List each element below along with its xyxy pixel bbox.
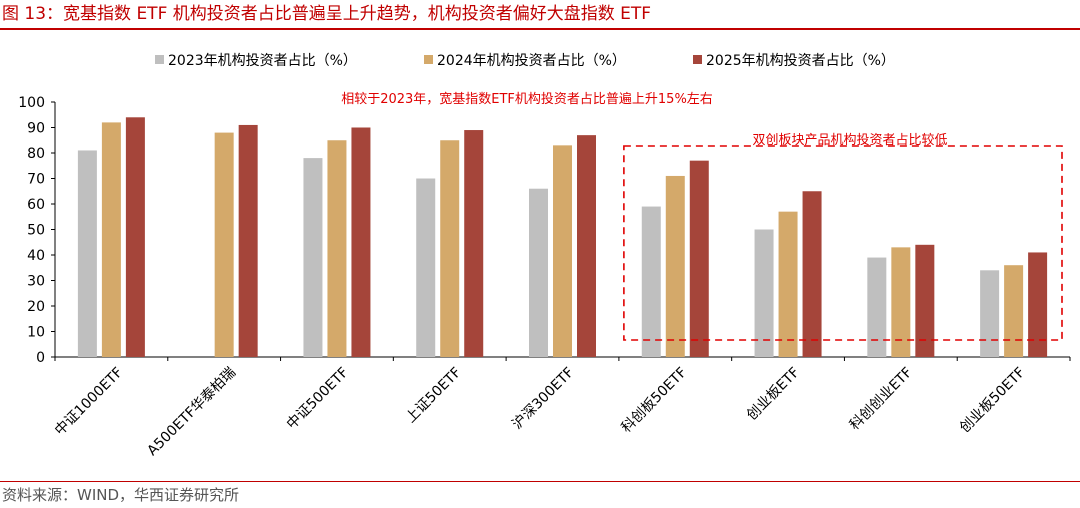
annotation-dual-innovation: 双创板块产品机构投资者占比较低 <box>752 132 947 148</box>
y-tick-label: 50 <box>27 223 45 239</box>
bar-2024 <box>665 175 685 357</box>
y-tick-label: 30 <box>27 274 45 290</box>
category-label: 科创创业ETF <box>847 365 916 434</box>
category-label: 沪深300ETF <box>509 365 577 433</box>
legend-label-2024: 2024年机构投资者占比（%） <box>437 53 626 69</box>
category-label: 科创板50ETF <box>619 365 691 437</box>
category-label: 中证500ETF <box>284 365 352 433</box>
bar-2023 <box>641 206 661 357</box>
bar-2025 <box>125 117 145 357</box>
bar-2024 <box>1004 265 1024 357</box>
bar-2024 <box>214 132 234 357</box>
y-tick-label: 90 <box>27 121 45 137</box>
bar-2025 <box>802 191 822 357</box>
footer-divider <box>0 481 1080 482</box>
bar-2024 <box>440 140 460 357</box>
bar-2025 <box>689 160 709 357</box>
bar-2025 <box>351 127 371 357</box>
bar-2023 <box>529 188 548 357</box>
figure-title: 图 13：宽基指数 ETF 机构投资者占比普遍呈上升趋势，机构投资者偏好大盘指数… <box>2 4 652 24</box>
bar-2024 <box>327 140 347 357</box>
bar-2025 <box>1028 252 1048 357</box>
bar-2025 <box>238 124 258 357</box>
bar-2023 <box>77 150 97 357</box>
y-tick-label: 40 <box>27 248 45 264</box>
bar-2023 <box>867 257 887 357</box>
annotation-dashed-box <box>623 145 1063 341</box>
y-tick-label: 80 <box>27 146 45 162</box>
bar-2023 <box>754 229 774 357</box>
legend-swatch-2025 <box>693 55 702 64</box>
bar-2025 <box>577 135 596 357</box>
bar-2025 <box>464 130 484 357</box>
legend-label-2023: 2023年机构投资者占比（%） <box>168 53 357 69</box>
bar-2023 <box>980 270 1000 357</box>
bar-chart: 2023年机构投资者占比（%） 2024年机构投资者占比（%） 2025年机构投资者… <box>18 53 1071 460</box>
legend-swatch-2023 <box>155 55 164 64</box>
bar-2023 <box>303 158 323 357</box>
category-label: 上证50ETF <box>403 365 465 427</box>
bar-2024 <box>778 211 798 357</box>
y-tick-label: 0 <box>36 350 45 366</box>
category-label: 创业板ETF <box>744 365 803 424</box>
bar-2024 <box>891 247 911 357</box>
title-divider <box>0 28 1080 30</box>
bar-2023 <box>416 178 436 357</box>
legend-swatch-2024 <box>424 55 433 64</box>
bar-2024 <box>553 145 572 357</box>
bar-2025 <box>915 244 935 357</box>
category-label: A500ETF华泰柏瑞 <box>144 365 239 460</box>
chart-bars <box>77 117 1048 358</box>
chart-annotations: 相较于2023年，宽基指数ETF机构投资者占比普遍上升15%左右双创板块产品机构… <box>341 91 1063 341</box>
source-note: 资料来源：WIND，华西证券研究所 <box>2 486 240 504</box>
y-tick-label: 60 <box>27 197 45 213</box>
y-tick-label: 100 <box>18 95 45 111</box>
category-label: 创业板50ETF <box>957 365 1029 437</box>
category-label: 中证1000ETF <box>52 365 126 439</box>
chart-legend: 2023年机构投资者占比（%） 2024年机构投资者占比（%） 2025年机构投资者… <box>155 53 895 69</box>
legend-label-2025: 2025年机构投资者占比（%） <box>706 53 895 69</box>
y-tick-label: 20 <box>27 299 45 315</box>
category-labels: 中证1000ETF A500ETF华泰柏瑞 中证500ETF 上证50ETF 沪深300… <box>52 365 1029 460</box>
y-tick-label: 70 <box>27 172 45 188</box>
annotation-increase: 相较于2023年，宽基指数ETF机构投资者占比普遍上升15%左右 <box>341 91 713 107</box>
y-tick-label: 10 <box>27 325 45 341</box>
bar-2024 <box>101 122 121 358</box>
